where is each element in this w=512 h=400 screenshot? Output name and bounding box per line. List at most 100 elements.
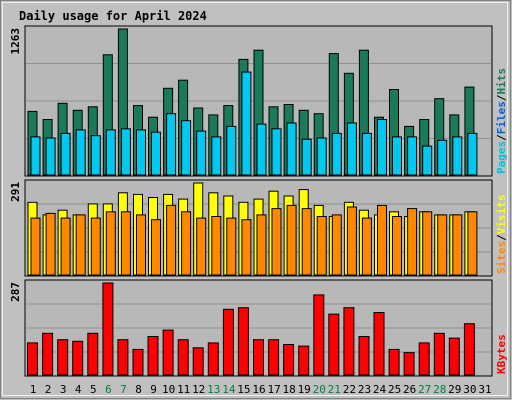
bar-sites-day-14 <box>226 217 237 276</box>
bar-sites-day-11 <box>181 211 192 276</box>
bar-sites-day-5 <box>90 217 101 276</box>
series-kbytes <box>27 282 475 376</box>
bar-sites-day-10 <box>166 204 177 276</box>
bar-files-day-15 <box>241 71 252 176</box>
day-label-1: 1 <box>30 383 37 396</box>
legend-entry: / <box>495 134 508 141</box>
bar-sites-day-1 <box>30 217 41 276</box>
panel-kbytes: 287 KBytes <box>9 279 508 377</box>
bar-kbytes-day-3 <box>57 339 69 376</box>
day-labels: 1 2 3 4 5 6 7 8 9 10 11 12 13 14 15 16 17 18 19 20 21 22 23 24 2… <box>30 383 492 396</box>
day-label-24: 24 <box>373 383 387 396</box>
bar-files-day-19 <box>301 138 312 176</box>
max-label: 291 <box>9 182 22 202</box>
bar-files-day-2 <box>45 137 56 176</box>
bar-kbytes-day-18 <box>283 344 295 376</box>
bar-kbytes-day-14 <box>222 308 234 376</box>
day-label-22: 22 <box>343 383 356 396</box>
bar-kbytes-day-12 <box>192 347 204 376</box>
bar-sites-day-28 <box>437 214 448 276</box>
bar-kbytes-day-13 <box>207 342 219 376</box>
day-label-4: 4 <box>75 383 82 396</box>
day-label-14: 14 <box>222 383 236 396</box>
bar-sites-day-27 <box>422 211 433 276</box>
day-label-12: 12 <box>192 383 205 396</box>
max-label: 287 <box>9 282 22 302</box>
day-label-9: 9 <box>150 383 157 396</box>
panel-visits-sites: 291 Sites/Visits <box>9 179 508 277</box>
legend-entry: / <box>495 94 508 101</box>
bar-files-day-22 <box>346 122 357 176</box>
bar-kbytes-day-7 <box>117 339 129 376</box>
bar-sites-day-3 <box>60 217 71 276</box>
bar-files-day-30 <box>467 132 478 176</box>
bar-sites-day-8 <box>136 214 146 276</box>
legend-entry: Files <box>495 101 508 134</box>
bar-files-day-25 <box>392 136 402 176</box>
bar-files-day-18 <box>286 122 297 176</box>
bar-kbytes-day-11 <box>177 339 189 376</box>
bar-sites-day-7 <box>120 211 131 276</box>
bar-sites-day-25 <box>392 216 402 276</box>
bar-sites-day-9 <box>151 219 161 276</box>
legend-entry: Hits <box>495 68 508 95</box>
chart-title: Daily usage for April 2024 <box>19 9 207 23</box>
bar-kbytes-day-17 <box>268 339 280 376</box>
bar-sites-day-4 <box>75 214 86 276</box>
bar-kbytes-day-16 <box>253 339 264 376</box>
bar-kbytes-day-5 <box>87 332 99 376</box>
bar-kbytes-day-15 <box>237 307 249 376</box>
bar-files-day-5 <box>90 135 101 176</box>
legend: KBytes <box>495 334 508 374</box>
bar-files-day-27 <box>422 145 433 176</box>
bar-kbytes-day-24 <box>373 312 385 376</box>
bar-files-day-20 <box>316 137 327 176</box>
bar-files-day-4 <box>75 129 86 176</box>
bar-sites-day-30 <box>467 211 478 276</box>
day-label-23: 23 <box>358 383 371 396</box>
day-label-28: 28 <box>433 383 446 396</box>
bar-sites-day-18 <box>286 204 297 276</box>
bar-sites-day-19 <box>301 208 312 276</box>
bar-kbytes-day-27 <box>418 342 430 376</box>
day-label-17: 17 <box>267 383 280 396</box>
bar-sites-day-21 <box>331 214 342 276</box>
day-label-29: 29 <box>448 383 461 396</box>
bar-sites-day-23 <box>361 217 372 276</box>
day-label-5: 5 <box>90 383 97 396</box>
day-label-13: 13 <box>207 383 220 396</box>
bar-kbytes-day-26 <box>403 352 415 376</box>
bar-sites-day-12 <box>196 217 207 276</box>
bar-kbytes-day-21 <box>328 313 340 376</box>
bar-files-day-1 <box>30 136 41 176</box>
series-files <box>30 71 478 176</box>
legend-entry: Visits <box>495 195 508 235</box>
bar-files-day-11 <box>181 120 192 176</box>
bar-files-day-28 <box>437 139 448 176</box>
bar-kbytes-day-22 <box>343 307 355 376</box>
day-label-6: 6 <box>105 383 112 396</box>
bar-sites-day-17 <box>271 208 282 276</box>
bar-kbytes-day-10 <box>162 329 174 376</box>
bar-kbytes-day-1 <box>27 342 38 376</box>
legend-entry: / <box>495 234 508 241</box>
legend-entry: Sites <box>495 241 508 274</box>
day-label-10: 10 <box>162 383 175 396</box>
bar-files-day-3 <box>60 132 71 176</box>
bar-sites-day-13 <box>211 216 222 276</box>
series-sites <box>30 204 478 276</box>
bar-files-day-21 <box>331 132 342 176</box>
frame-inner <box>2 2 508 396</box>
bar-sites-day-26 <box>407 208 418 276</box>
bar-sites-day-15 <box>241 219 252 276</box>
day-label-25: 25 <box>388 383 401 396</box>
bar-kbytes-day-30 <box>463 323 475 376</box>
bar-sites-day-29 <box>452 214 463 276</box>
bar-files-day-8 <box>136 129 146 176</box>
bar-files-day-24 <box>377 119 387 176</box>
bar-kbytes-day-2 <box>42 332 54 376</box>
bar-kbytes-day-4 <box>72 340 84 376</box>
bar-sites-day-16 <box>256 214 267 276</box>
